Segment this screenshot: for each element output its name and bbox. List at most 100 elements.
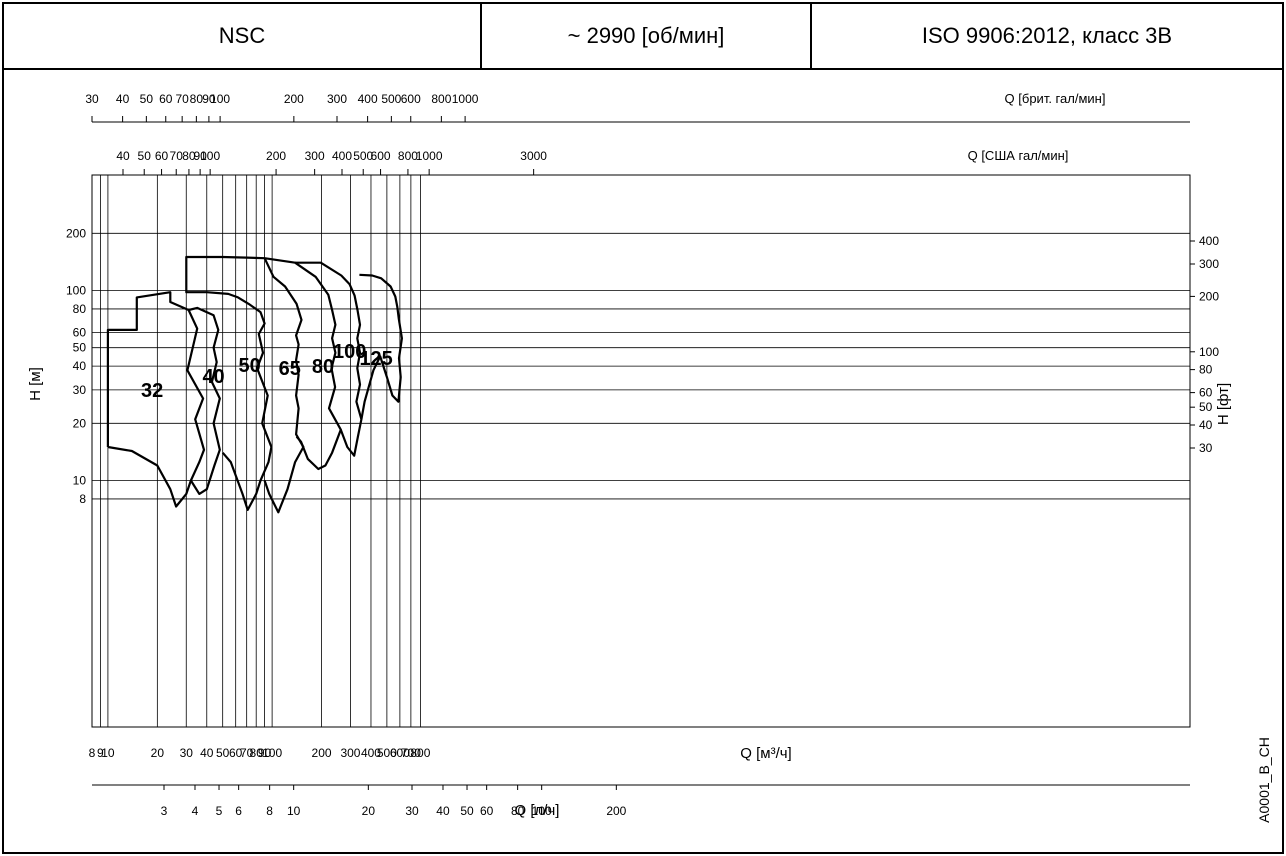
q-ukgpm-tick-label: 500 — [381, 92, 401, 106]
q-ls-tick-label: 5 — [216, 804, 223, 818]
x-axis-label: Q [м³/ч] — [740, 745, 791, 762]
y-tick-label: 8 — [79, 492, 86, 506]
y-tick-label: 40 — [73, 359, 87, 373]
x-tick-label: 600 — [390, 746, 410, 760]
q-ls-tick-label: 6 — [235, 804, 242, 818]
x-tick-label: 70 — [240, 746, 254, 760]
y-tick-label: 30 — [73, 383, 87, 397]
h-ft-tick-label: 80 — [1199, 363, 1213, 377]
curve-label-125: 125 — [359, 348, 392, 370]
q-ukgpm-tick-label: 40 — [116, 92, 130, 106]
q-usgpm-tick-label: 600 — [371, 149, 391, 163]
q-usgpm-tick-label: 400 — [332, 149, 352, 163]
pump-curve-32 — [106, 291, 206, 508]
q-ls-tick-label: 8 — [266, 804, 273, 818]
x-tick-label: 60 — [229, 746, 243, 760]
x-tick-label: 400 — [361, 746, 381, 760]
q-ls-tick-label: 3 — [161, 804, 168, 818]
pump-curve-40 — [188, 306, 221, 495]
x-tick-label: 8 — [89, 746, 96, 760]
curve-label-65: 65 — [279, 358, 301, 380]
q-ukgpm-tick-label: 1000 — [452, 92, 479, 106]
y-tick-label: 60 — [73, 326, 87, 340]
q-ukgpm-tick-label: 300 — [327, 92, 347, 106]
q-ukgpm-tick-label: 70 — [175, 92, 189, 106]
q-ls-tick-label: 10 — [287, 804, 301, 818]
curve-label-50: 50 — [239, 355, 261, 377]
x-tick-label: 30 — [180, 746, 194, 760]
h-ft-tick-label: 50 — [1199, 400, 1213, 414]
curve-label-32: 32 — [141, 380, 163, 402]
y-axis-label: H [м] — [27, 367, 44, 401]
y-tick-label: 80 — [73, 302, 87, 316]
q-ukgpm-tick-label: 100 — [210, 92, 230, 106]
x-tick-label: 100 — [262, 746, 282, 760]
q-ukgpm-tick-label: 600 — [401, 92, 421, 106]
h-ft-tick-label: 200 — [1199, 289, 1219, 303]
q-usgpm-tick-label: 70 — [170, 149, 184, 163]
header-table: NSC ~ 2990 [об/мин] ISO 9906:2012, класс… — [4, 4, 1282, 70]
pump-curve-80 — [264, 257, 342, 471]
secondary-y-axis-label: H [фт] — [1215, 383, 1232, 425]
x-tick-label: 800 — [410, 746, 430, 760]
q-ls-axis-label: Q [л/ч] — [515, 802, 560, 819]
x-tick-label: 50 — [216, 746, 230, 760]
q-ukgpm-tick-label: 90 — [202, 92, 216, 106]
x-tick-label: 90 — [258, 746, 272, 760]
q-usgpm-tick-label: 800 — [398, 149, 418, 163]
x-tick-label: 300 — [340, 746, 360, 760]
x-tick-label: 9 — [97, 746, 104, 760]
q-ls-tick-label: 60 — [480, 804, 494, 818]
q-usgpm-tick-label: 90 — [193, 149, 207, 163]
q-ukgpm-tick-label: 80 — [190, 92, 204, 106]
y-tick-label: 100 — [66, 284, 86, 298]
h-ft-tick-label: 100 — [1199, 345, 1219, 359]
y-tick-label: 50 — [73, 341, 87, 355]
x-tick-label: 10 — [101, 746, 115, 760]
q-usgpm-tick-label: 1000 — [416, 149, 443, 163]
q-usgpm-axis-label: Q [США гал/мин] — [968, 148, 1069, 163]
speed-cell: ~ 2990 [об/мин] — [482, 4, 812, 68]
q-ukgpm-tick-label: 30 — [85, 92, 99, 106]
h-ft-tick-label: 400 — [1199, 234, 1219, 248]
pump-curve-125 — [359, 273, 403, 420]
x-tick-label: 40 — [200, 746, 214, 760]
h-ft-tick-label: 30 — [1199, 441, 1213, 455]
q-ls-tick-label: 100 — [532, 804, 552, 818]
curve-label-100: 100 — [333, 341, 366, 363]
q-usgpm-tick-label: 3000 — [520, 149, 547, 163]
y-tick-label: 200 — [66, 226, 86, 240]
h-ft-tick-label: 40 — [1199, 418, 1213, 432]
q-ukgpm-tick-label: 800 — [431, 92, 451, 106]
h-ft-tick-label: 300 — [1199, 257, 1219, 271]
x-tick-label: 700 — [401, 746, 421, 760]
q-ls-tick-label: 30 — [405, 804, 419, 818]
h-ft-tick-label: 60 — [1199, 386, 1213, 400]
q-ukgpm-tick-label: 400 — [358, 92, 378, 106]
q-usgpm-tick-label: 300 — [305, 149, 325, 163]
q-ls-tick-label: 4 — [192, 804, 199, 818]
q-ukgpm-axis-label: Q [брит. гал/мин] — [1005, 91, 1106, 106]
q-usgpm-tick-label: 60 — [155, 149, 169, 163]
q-usgpm-tick-label: 500 — [353, 149, 373, 163]
q-ls-tick-label: 50 — [460, 804, 474, 818]
q-usgpm-tick-label: 100 — [200, 149, 220, 163]
q-ukgpm-tick-label: 200 — [284, 92, 304, 106]
q-usgpm-tick-label: 200 — [266, 149, 286, 163]
q-ls-tick-label: 20 — [362, 804, 376, 818]
plot-area — [91, 174, 1191, 728]
grid-lines — [92, 175, 1190, 727]
pump-curve-100 — [295, 261, 363, 457]
drawing-code: A0001_B_CH — [1256, 737, 1272, 823]
x-tick-label: 20 — [151, 746, 165, 760]
x-tick-label: 500 — [377, 746, 397, 760]
curve-label-80: 80 — [312, 356, 334, 378]
y-tick-label: 10 — [73, 474, 87, 488]
q-usgpm-tick-label: 50 — [138, 149, 152, 163]
pump-model-cell: NSC — [4, 4, 482, 68]
pump-curve-65 — [263, 257, 305, 514]
